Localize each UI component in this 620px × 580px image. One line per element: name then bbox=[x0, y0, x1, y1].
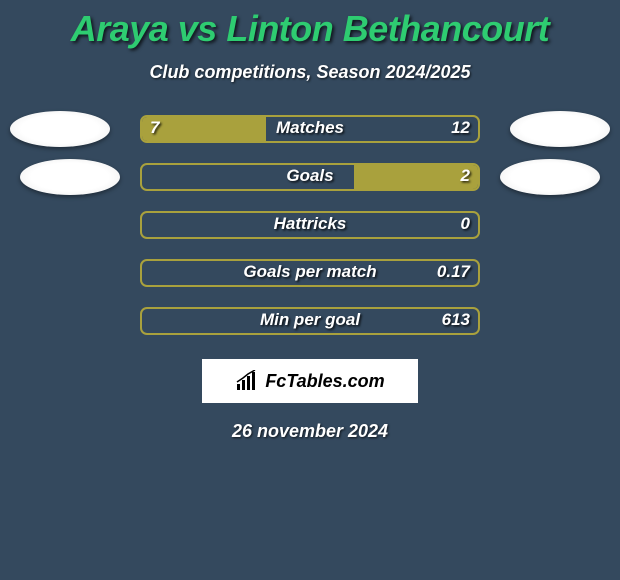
right-value: 12 bbox=[451, 118, 470, 138]
player-right-avatar bbox=[500, 159, 600, 195]
right-value: 0.17 bbox=[437, 262, 470, 282]
subtitle: Club competitions, Season 2024/2025 bbox=[0, 62, 620, 83]
stat-row-min-per-goal: Min per goal 613 bbox=[0, 307, 620, 335]
bar-chart-icon bbox=[235, 370, 261, 392]
stat-row-hattricks: Hattricks 0 bbox=[0, 211, 620, 239]
right-value: 2 bbox=[461, 166, 470, 186]
metric-label: Hattricks bbox=[0, 214, 620, 234]
page-title: Araya vs Linton Bethancourt bbox=[0, 0, 620, 50]
right-value: 613 bbox=[442, 310, 470, 330]
stat-row-goals-per-match: Goals per match 0.17 bbox=[0, 259, 620, 287]
date-label: 26 november 2024 bbox=[0, 421, 620, 442]
stat-row-matches: 7 Matches 12 bbox=[0, 115, 620, 143]
logo-text: FcTables.com bbox=[265, 371, 384, 392]
stats-container: 7 Matches 12 Goals 2 Hattricks 0 Goals p… bbox=[0, 115, 620, 335]
metric-label: Goals per match bbox=[0, 262, 620, 282]
stat-row-goals: Goals 2 bbox=[0, 163, 620, 191]
metric-label: Min per goal bbox=[0, 310, 620, 330]
right-value: 0 bbox=[461, 214, 470, 234]
logo-box[interactable]: FcTables.com bbox=[202, 359, 418, 403]
player-right-avatar bbox=[510, 111, 610, 147]
